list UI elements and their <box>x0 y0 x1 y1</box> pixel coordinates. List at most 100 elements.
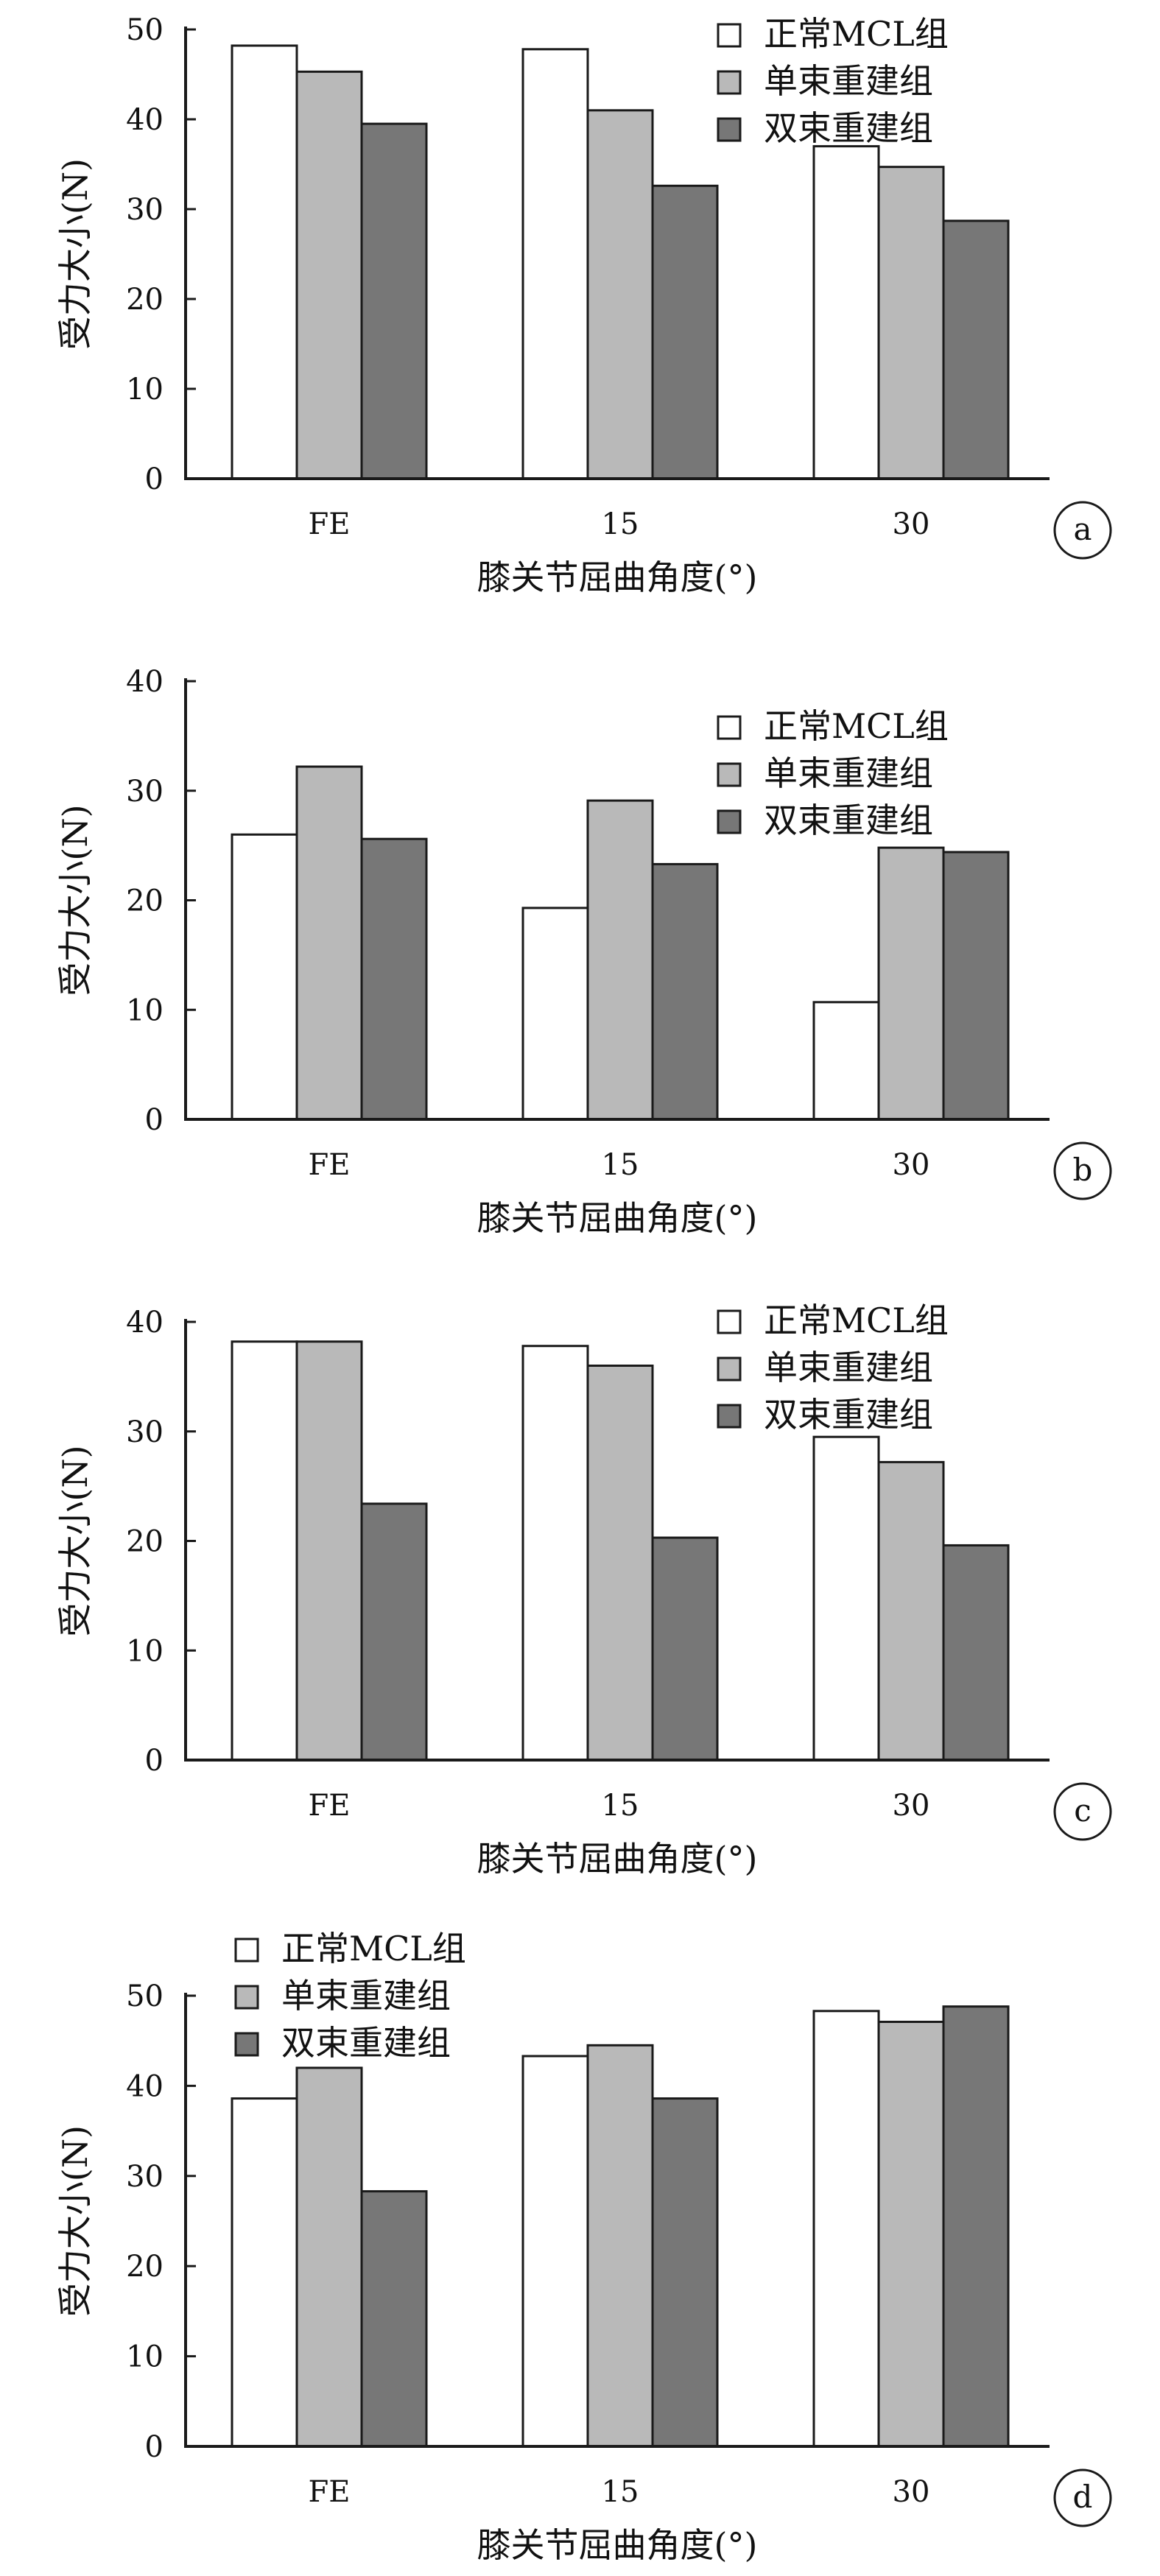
bar-normal-15 <box>521 907 589 1121</box>
legend-swatch-normal <box>717 23 742 48</box>
x-axis-title: 膝关节屈曲角度(°) <box>477 1839 758 1879</box>
legend-swatch-double <box>717 809 742 834</box>
x-tick-label: 30 <box>893 2475 930 2509</box>
legend-label-double: 双束重建组 <box>764 1395 933 1435</box>
y-axis-title: 受力大小(N) <box>55 1445 95 1636</box>
bar-double-30 <box>942 2005 1010 2448</box>
bar-double-FE <box>360 2190 428 2448</box>
legend-label-normal: 正常MCL组 <box>764 706 949 746</box>
y-tick-label: 30 <box>126 1415 164 1449</box>
chart-panel-a: 0 10 20 30 40 50 FE 15 30 膝关节屈曲角度(°) 受力大小(N) a 正常MCL… <box>55 13 1112 597</box>
bar-single-30 <box>877 166 945 480</box>
chart-panel-d: 0 10 20 30 40 50 FE 15 30 膝关节屈曲角度(°) 受力大小(N) d 正常MCL… <box>55 1929 1112 2565</box>
x-tick-label: 15 <box>602 507 639 541</box>
x-tick-label: FE <box>309 2475 351 2509</box>
x-tick-label: FE <box>309 1148 351 1182</box>
bar-normal-FE <box>231 833 298 1121</box>
bar-double-FE <box>360 837 428 1121</box>
y-tick-label: 20 <box>126 2250 164 2284</box>
panel-letter-circle <box>1053 2468 1112 2527</box>
x-tick-label: 30 <box>893 1789 930 1823</box>
bar-normal-FE <box>231 2097 298 2448</box>
panel-letter: d <box>1073 2479 1093 2515</box>
y-tick-label: 40 <box>126 665 164 699</box>
chart-panel-c: 0 10 20 30 40 FE 15 30 膝关节屈曲角度(°) 受力大小(N) c 正常MCL组单… <box>55 1301 1112 1879</box>
y-tick-label: 10 <box>126 993 164 1027</box>
bar-single-30 <box>877 846 945 1121</box>
legend-swatch-single <box>234 1985 259 2010</box>
legend-swatch-single <box>717 70 742 95</box>
legend-label-single: 单束重建组 <box>281 1976 451 2016</box>
x-tick-label: FE <box>309 507 351 541</box>
bar-normal-30 <box>812 145 880 480</box>
bar-double-15 <box>651 184 719 480</box>
bar-normal-15 <box>521 48 589 480</box>
panel-letter-circle <box>1053 1782 1112 1841</box>
legend-swatch-double <box>717 117 742 142</box>
y-tick-label: 40 <box>126 103 164 137</box>
y-tick-label: 30 <box>126 2160 164 2194</box>
x-tick-label: 15 <box>602 1148 639 1182</box>
bar-double-30 <box>942 851 1010 1121</box>
panel-letter: b <box>1073 1152 1093 1188</box>
x-tick-label: 30 <box>893 507 930 541</box>
panel-letter: a <box>1073 511 1092 547</box>
panel-letter-circle <box>1053 1141 1112 1200</box>
y-tick-label: 30 <box>126 775 164 809</box>
legend-label-normal: 正常MCL组 <box>764 1301 949 1340</box>
legend-label-single: 单束重建组 <box>764 753 933 793</box>
y-tick-label: 40 <box>126 2069 164 2103</box>
legend-swatch-double <box>717 1404 742 1429</box>
bar-single-30 <box>877 2020 945 2448</box>
legend-swatch-single <box>717 1356 742 1382</box>
y-tick-label: 0 <box>145 1103 164 1137</box>
y-axis-title: 受力大小(N) <box>55 2125 95 2317</box>
x-tick-label: 15 <box>602 2475 639 2509</box>
bar-normal-FE <box>231 44 298 480</box>
y-axis-title: 受力大小(N) <box>55 804 95 996</box>
bar-single-FE <box>295 2066 363 2448</box>
bar-normal-30 <box>812 2010 880 2448</box>
bar-double-30 <box>942 219 1010 480</box>
x-tick-label: 15 <box>602 1789 639 1823</box>
bar-single-15 <box>586 109 654 480</box>
legend-swatch-normal <box>234 1938 259 1963</box>
bar-single-15 <box>586 799 654 1121</box>
y-tick-label: 0 <box>145 1744 164 1778</box>
x-axis-title: 膝关节屈曲角度(°) <box>477 1198 758 1238</box>
bar-single-FE <box>295 765 363 1121</box>
y-tick-label: 10 <box>126 1634 164 1668</box>
panel-letter: c <box>1074 1792 1092 1829</box>
y-tick-label: 50 <box>126 1979 164 2013</box>
y-tick-label: 10 <box>126 373 164 407</box>
legend-swatch-normal <box>717 1309 742 1334</box>
bar-normal-FE <box>231 1340 298 1762</box>
bar-double-FE <box>360 1502 428 1762</box>
bar-normal-30 <box>812 1001 880 1121</box>
bar-single-15 <box>586 2044 654 2448</box>
bar-single-30 <box>877 1460 945 1762</box>
y-tick-label: 0 <box>145 462 164 496</box>
chart-panel-b: 0 10 20 30 40 FE 15 30 膝关节屈曲角度(°) 受力大小(N) b 正常MCL组单… <box>55 665 1112 1238</box>
legend-label-single: 单束重建组 <box>764 1348 933 1387</box>
bar-double-15 <box>651 862 719 1121</box>
y-tick-label: 10 <box>126 2340 164 2374</box>
y-tick-label: 40 <box>126 1306 164 1340</box>
legend-label-double: 双束重建组 <box>764 108 933 148</box>
bar-double-30 <box>942 1544 1010 1762</box>
y-tick-label: 50 <box>126 13 164 47</box>
x-tick-label: 30 <box>893 1148 930 1182</box>
bar-normal-15 <box>521 2055 589 2448</box>
bar-normal-15 <box>521 1345 589 1762</box>
legend-label-double: 双束重建组 <box>281 2023 451 2063</box>
legend-label-normal: 正常MCL组 <box>764 14 949 54</box>
bar-single-FE <box>295 70 363 480</box>
legend-label-double: 双束重建组 <box>764 800 933 840</box>
bar-single-FE <box>295 1340 363 1762</box>
bar-double-15 <box>651 1536 719 1762</box>
panel-letter-circle <box>1053 501 1112 560</box>
x-axis-title: 膝关节屈曲角度(°) <box>477 2525 758 2565</box>
bar-double-FE <box>360 122 428 480</box>
y-axis-title: 受力大小(N) <box>55 158 95 350</box>
